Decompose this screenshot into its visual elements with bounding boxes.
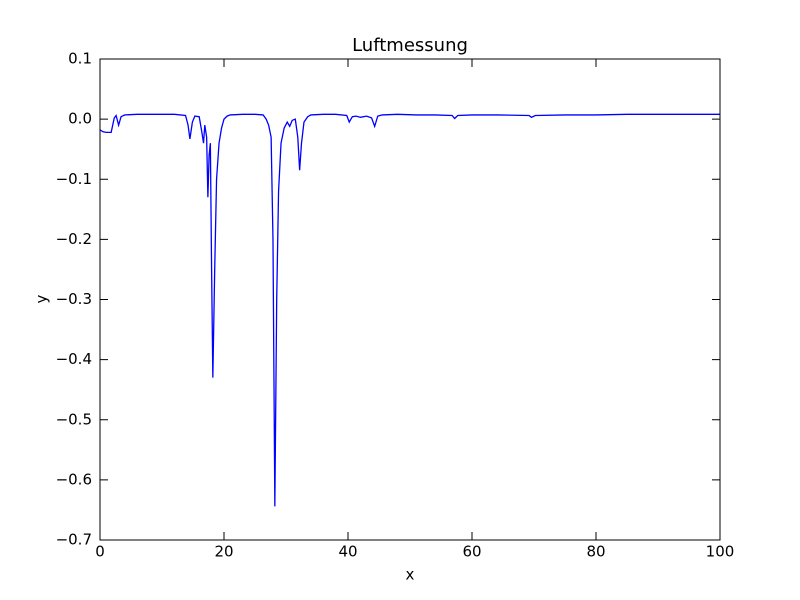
x-tick-label: 40	[338, 543, 357, 561]
chart-title: Luftmessung	[352, 35, 468, 56]
x-tick-label: 20	[214, 543, 233, 561]
x-axis-label: x	[406, 566, 415, 584]
y-tick-label: −0.4	[56, 350, 92, 368]
y-tick-label: −0.5	[56, 410, 92, 428]
y-tick-label: 0.0	[68, 110, 92, 128]
y-tick-label: −0.1	[56, 170, 92, 188]
y-tick-label: −0.6	[56, 470, 92, 488]
y-tick-label: −0.7	[56, 531, 92, 549]
plot-frame	[99, 58, 721, 541]
y-tick-label: 0.1	[68, 50, 92, 68]
x-tick-label: 60	[462, 543, 481, 561]
y-tick-label: −0.2	[56, 230, 92, 248]
x-tick-label: 0	[95, 543, 105, 561]
y-axis-label: y	[33, 294, 51, 303]
x-tick-label: 100	[706, 543, 735, 561]
data-line	[99, 113, 720, 507]
x-tick-label: 80	[586, 543, 605, 561]
y-tick-label: −0.3	[56, 290, 92, 308]
